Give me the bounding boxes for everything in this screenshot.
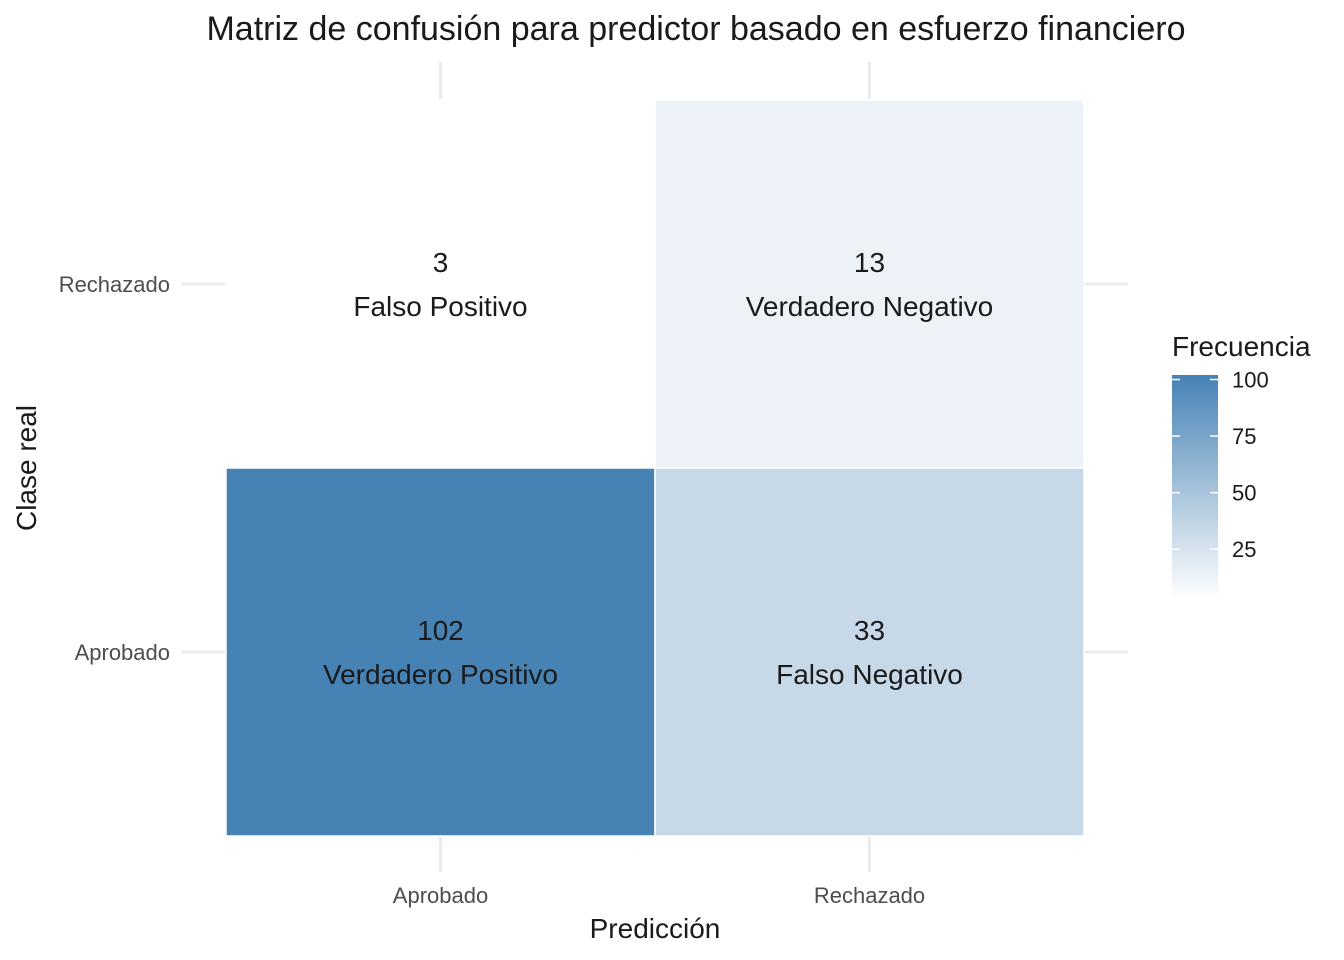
cell-value-aprobado-aprobado: 102 (417, 615, 464, 646)
cell-value-aprobado-rechazado: 33 (854, 615, 885, 646)
cell-label-aprobado-aprobado: Verdadero Positivo (323, 659, 558, 690)
heatmap-cells (225, 99, 1085, 837)
cell-label-aprobado-rechazado: Falso Negativo (776, 659, 963, 690)
legend-tick-label-50: 50 (1232, 481, 1256, 506)
y-axis-title: Clase real (11, 405, 42, 531)
x-axis-ticks: Aprobado Rechazado (393, 883, 925, 908)
legend-colorbar (1172, 375, 1218, 599)
cell-value-rechazado-aprobado: 3 (433, 247, 449, 278)
cell-value-rechazado-rechazado: 13 (854, 247, 885, 278)
heatmap-cell-texts: 3 Falso Positivo 13 Verdadero Negativo 102 Ve… (323, 247, 993, 690)
x-tick-label-rechazado: Rechazado (814, 883, 925, 908)
legend-tick-label-100: 100 (1232, 368, 1269, 393)
legend: Frecuencia 25 50 75 100 (1172, 331, 1311, 599)
y-axis-ticks: Aprobado Rechazado (59, 272, 170, 665)
y-tick-label-aprobado: Aprobado (75, 640, 170, 665)
x-axis-title: Predicción (590, 913, 721, 944)
legend-title: Frecuencia (1172, 331, 1311, 362)
cell-rechazado-rechazado (654, 99, 1085, 469)
legend-tick-label-25: 25 (1232, 537, 1256, 562)
cell-rechazado-aprobado (225, 99, 656, 469)
cell-aprobado-rechazado (654, 467, 1085, 837)
cell-aprobado-aprobado (225, 467, 656, 837)
chart-title: Matriz de confusión para predictor basad… (206, 10, 1185, 48)
legend-ticks: 25 50 75 100 (1172, 368, 1269, 562)
x-tick-label-aprobado: Aprobado (393, 883, 488, 908)
y-tick-label-rechazado: Rechazado (59, 272, 170, 297)
cell-label-rechazado-aprobado: Falso Positivo (353, 291, 527, 322)
legend-tick-label-75: 75 (1232, 424, 1256, 449)
cell-label-rechazado-rechazado: Verdadero Negativo (746, 291, 994, 322)
